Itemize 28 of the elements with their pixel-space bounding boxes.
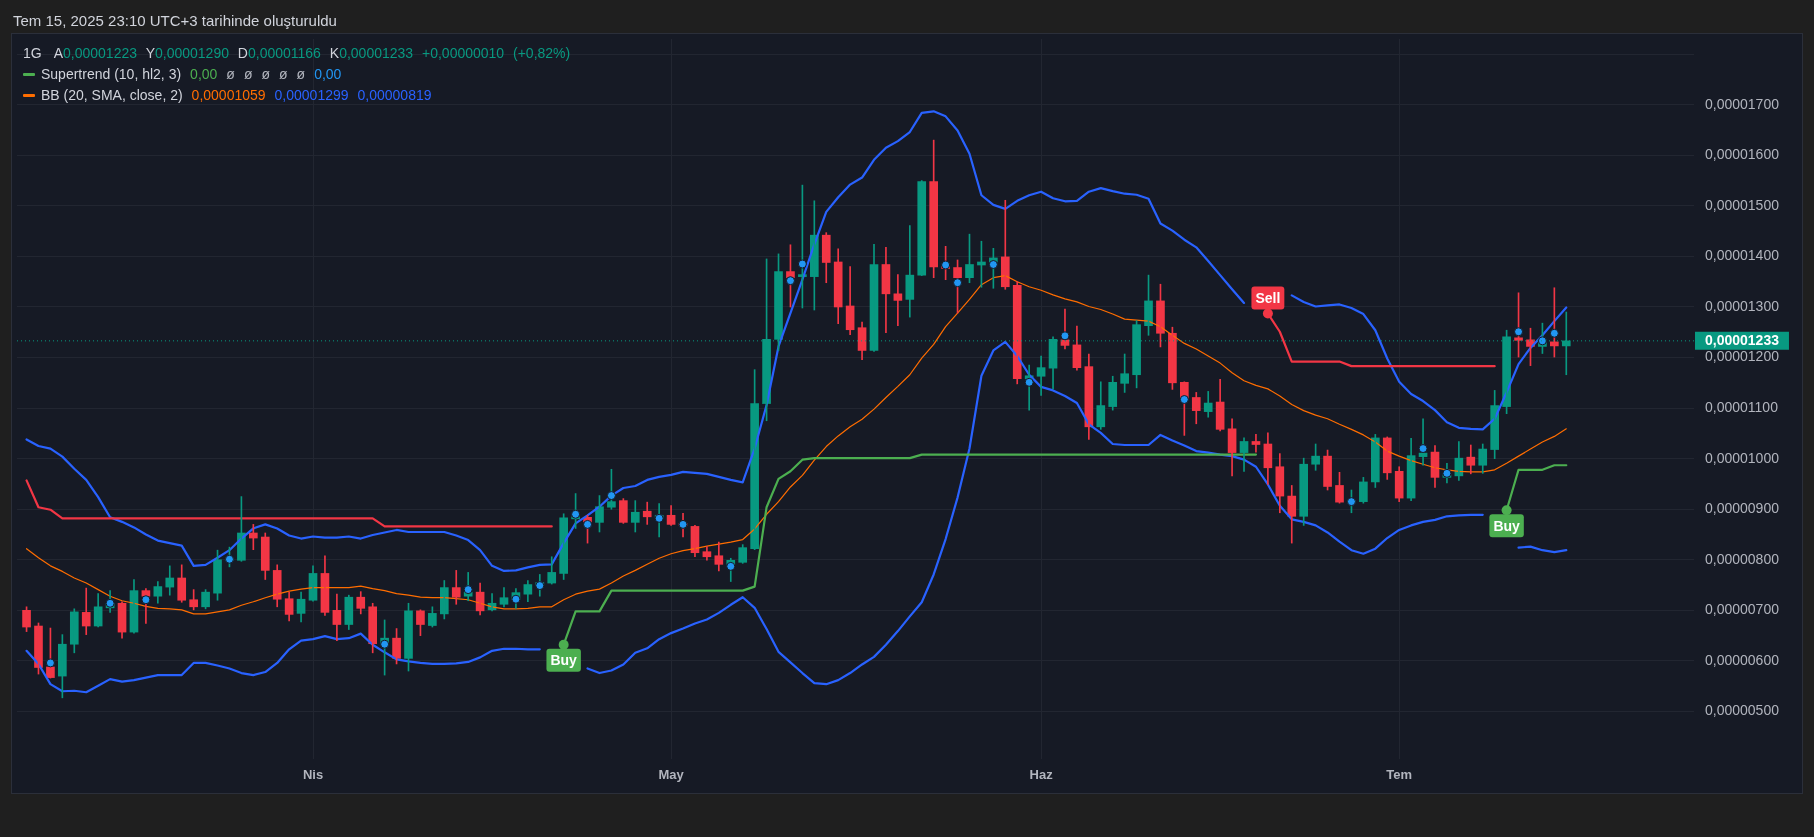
- annotation: Buy: [550, 652, 578, 669]
- legend-label: BB (20, SMA, close, 2): [41, 86, 183, 105]
- y-tick-label: 0,00001500: [1705, 196, 1780, 213]
- legend-label: Supertrend (10, hl2, 3): [41, 65, 182, 84]
- y-tick-label: 0,00001300: [1705, 297, 1780, 314]
- y-tick-label: 0,00000600: [1705, 651, 1780, 668]
- annotation: 0,00001059 0,00001299 0,00000819: [191, 86, 432, 105]
- x-tick-label: Haz: [1029, 767, 1054, 783]
- annotation: A0,00001223 Y0,00001290 D0,00001166 K0,00001233 +0,00000010 (+0,82%): [53, 45, 571, 61]
- x-tick-label: Nis: [302, 767, 324, 783]
- y-tick-label: 0,00000800: [1705, 550, 1780, 567]
- y-tick-label: 0,00001000: [1705, 449, 1780, 466]
- x-tick-label: Tem: [1386, 767, 1413, 783]
- annotation: Sell: [1255, 289, 1281, 306]
- annotation: 1G: [23, 45, 42, 61]
- y-tick-label: 0,00001600: [1705, 146, 1780, 163]
- y-tick-label: 0,00000900: [1705, 500, 1780, 517]
- y-tick-label: 0,00000500: [1705, 702, 1780, 719]
- y-tick-label: 0,00001200: [1705, 348, 1780, 365]
- y-tick-label: 0,00001100: [1705, 398, 1779, 415]
- chart-title: Tem 15, 2025 23:10 UTC+3 tarihinde oluşturuldu: [13, 11, 337, 31]
- annotation: Buy: [1493, 517, 1521, 534]
- y-tick-label: 0,00000700: [1705, 601, 1780, 618]
- annotation: 0,00 ø ø ø ø ø 0,00: [190, 65, 342, 84]
- y-tick-label: 0,00001400: [1705, 247, 1780, 264]
- y-tick-label: 0,00001700: [1705, 95, 1780, 112]
- ref-line-label: 0,00001233: [1705, 332, 1780, 349]
- x-tick-label: May: [658, 767, 685, 783]
